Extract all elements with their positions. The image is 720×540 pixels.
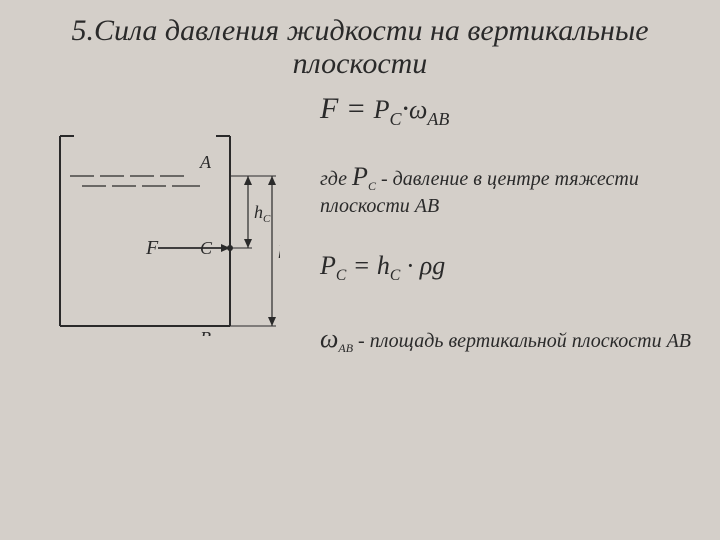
formula-omega: ω (409, 95, 427, 124)
desc2-eq: = (346, 251, 377, 280)
desc1-rest1: - давление в центре тяжести (376, 168, 639, 190)
desc2-P: P (320, 251, 336, 280)
formula-P: P (374, 95, 390, 124)
formula-omega-sub: AB (427, 109, 449, 129)
formula-dot: · (401, 92, 409, 125)
formula-pc: PC = hC · ρg (320, 251, 445, 285)
slide-title: 5.Сила давления жидкости на вертикальные… (0, 0, 720, 86)
desc3-rest: - площадь вертикальной плоскости АВ (353, 330, 691, 352)
desc2-rho: ρg (420, 251, 445, 280)
vessel-diagram: ACBFhCh (50, 126, 280, 336)
desc3-omega-sub: AB (338, 341, 353, 355)
desc1-rest2: плоскости АВ (320, 195, 439, 217)
svg-text:A: A (199, 152, 212, 172)
formula-main: F = PC·ωAB (320, 92, 449, 130)
desc3-omega: ω (320, 324, 338, 353)
desc2-dot: · (400, 251, 420, 280)
formula-lhs: F = (320, 92, 374, 125)
formula-P-sub: C (389, 109, 401, 129)
desc2-P-sub: C (336, 267, 346, 284)
content-area: ACBFhCh F = PC·ωAB где PC - давление в ц… (0, 86, 720, 526)
svg-text:F: F (145, 237, 159, 259)
desc-pc: где PC - давление в центре тяжести плоск… (320, 161, 680, 219)
svg-text:h: h (278, 242, 280, 262)
desc2-h: h (377, 251, 390, 280)
desc2-h-sub: C (390, 267, 400, 284)
desc-omega: ωAB - площадь вертикальной плоскости АВ (320, 324, 700, 356)
desc1-P-sub: C (368, 179, 376, 193)
desc1-gde: где (320, 168, 352, 190)
svg-text:B: B (200, 328, 211, 336)
svg-text:hC: hC (254, 202, 271, 225)
desc1-P: P (352, 162, 368, 191)
